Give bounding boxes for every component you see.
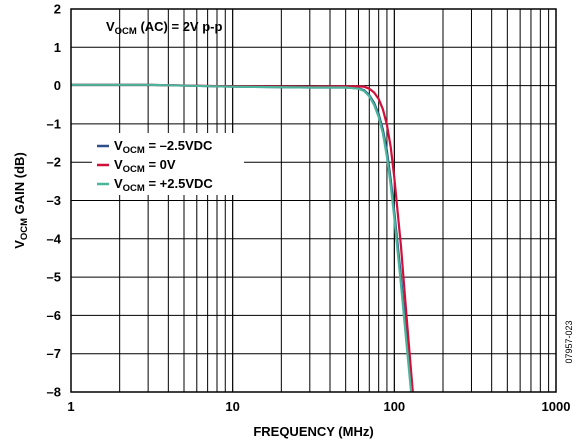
y-tick-label: –7 — [47, 346, 61, 361]
x-tick-labels: 1 10 100 1000 — [67, 399, 570, 414]
chart-annotation: VOCM (AC) = 2V p-p — [106, 19, 222, 37]
legend-background — [92, 133, 244, 195]
x-axis-label: FREQUENCY (MHz) — [253, 424, 373, 439]
series-line — [71, 83, 413, 393]
series-layer — [71, 83, 414, 393]
y-tick-label: 1 — [54, 40, 61, 55]
y-tick-labels: 2 1 0 –1 –2 –3 –4 –5 –6 –7 –8 — [47, 2, 62, 400]
y-tick-label: –5 — [47, 270, 61, 285]
y-tick-label: 2 — [54, 2, 61, 17]
x-tick-label: 100 — [383, 399, 405, 414]
y-tick-label: –8 — [47, 385, 61, 400]
y-tick-label: –2 — [47, 155, 61, 170]
figure-id: 07957-023 — [564, 320, 574, 363]
legend-label: VOCM = –2.5VDC — [114, 138, 213, 156]
x-tick-label: 10 — [225, 399, 239, 414]
y-axis-label: VOCM GAIN (dB) — [12, 152, 30, 249]
legend-label: VOCM = 0V — [114, 157, 176, 175]
x-tick-label: 1 — [67, 399, 74, 414]
y-tick-label: 0 — [54, 78, 61, 93]
legend-label: VOCM = +2.5VDC — [114, 176, 213, 194]
grid — [70, 8, 557, 393]
y-tick-label: –1 — [47, 116, 61, 131]
y-tick-label: –6 — [47, 308, 61, 323]
x-tick-label: 1000 — [542, 399, 571, 414]
y-tick-label: –4 — [47, 231, 62, 246]
plot-frame — [70, 8, 557, 393]
y-tick-label: –3 — [47, 193, 61, 208]
